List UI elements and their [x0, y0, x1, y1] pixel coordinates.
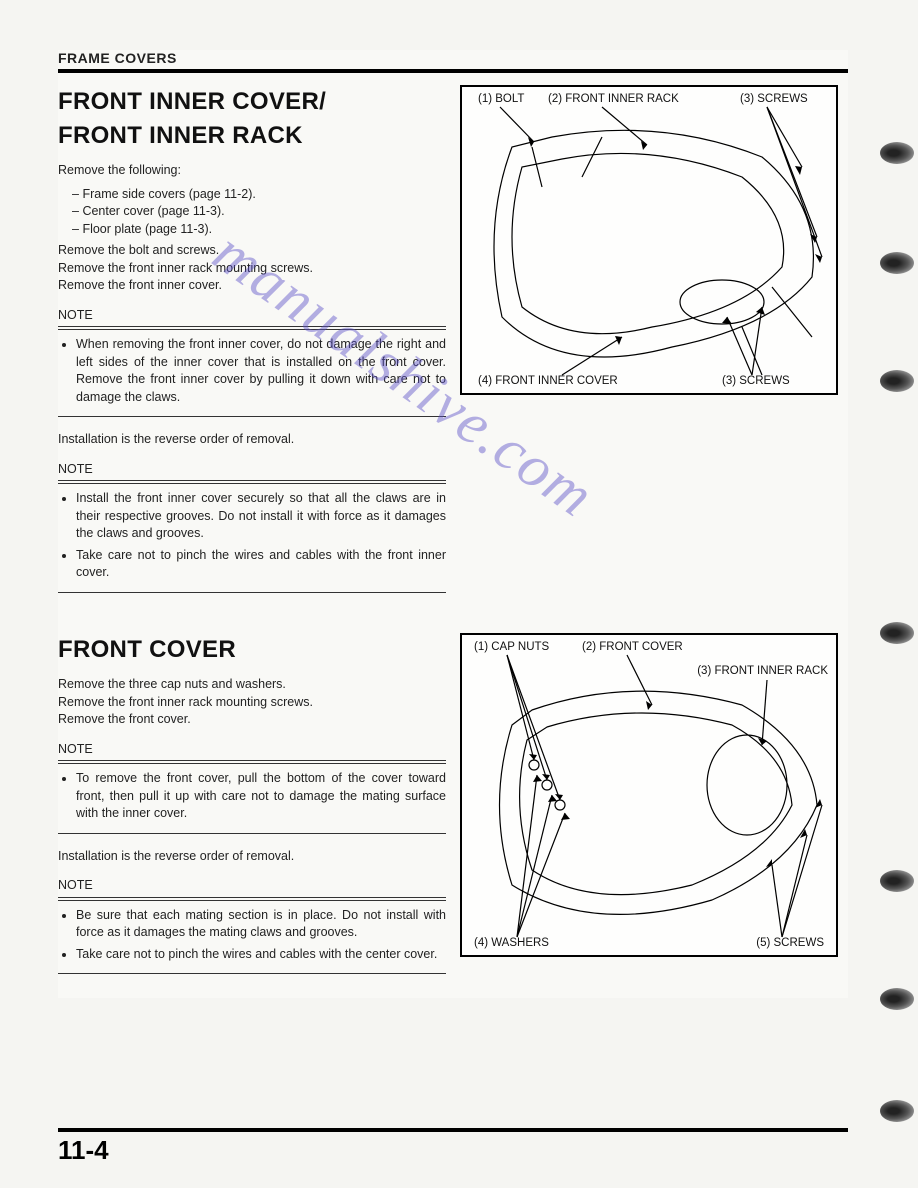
section1-title: FRONT INNER COVER/ FRONT INNER RACK — [58, 85, 446, 152]
figure-2: (1) CAP NUTS (2) FRONT COVER (3) FRONT I… — [460, 633, 838, 957]
section2-install: Installation is the reverse order of rem… — [58, 848, 446, 866]
figure2-diagram — [462, 635, 836, 955]
note-box: Install the front inner cover securely s… — [58, 483, 446, 593]
binder-hole-icon — [880, 1100, 914, 1122]
binder-hole-icon — [880, 252, 914, 274]
list-item: Floor plate (page 11-3). — [72, 221, 446, 239]
section2-para3: Remove the front cover. — [58, 711, 446, 729]
note-box: Be sure that each mating section is in p… — [58, 900, 446, 975]
note-item: Take care not to pinch the wires and cab… — [76, 946, 446, 964]
section-front-cover: FRONT COVER Remove the three cap nuts an… — [58, 633, 848, 975]
note-label: NOTE — [58, 877, 446, 898]
note-box: To remove the front cover, pull the bott… — [58, 763, 446, 834]
binder-hole-icon — [880, 622, 914, 644]
list-item: Center cover (page 11-3). — [72, 203, 446, 221]
note-item: When removing the front inner cover, do … — [76, 336, 446, 406]
binder-hole-icon — [880, 142, 914, 164]
binder-hole-icon — [880, 988, 914, 1010]
note-box: When removing the front inner cover, do … — [58, 329, 446, 417]
note-item: Install the front inner cover securely s… — [76, 490, 446, 543]
note-item: Take care not to pinch the wires and cab… — [76, 547, 446, 582]
list-item: Frame side covers (page 11-2). — [72, 186, 446, 204]
section2-para1: Remove the three cap nuts and washers. — [58, 676, 446, 694]
section1-para2: Remove the front inner rack mounting scr… — [58, 260, 446, 278]
note-label: NOTE — [58, 741, 446, 762]
note-label: NOTE — [58, 307, 446, 328]
manual-page: FRAME COVERS FRONT INNER COVER/ FRONT IN… — [58, 50, 848, 998]
figure1-diagram — [462, 87, 836, 393]
section1-para3: Remove the front inner cover. — [58, 277, 446, 295]
note-label: NOTE — [58, 461, 446, 482]
section1-remove-list: Frame side covers (page 11-2). Center co… — [58, 186, 446, 239]
footer-rule — [58, 1128, 848, 1132]
section1-text: FRONT INNER COVER/ FRONT INNER RACK Remo… — [58, 85, 446, 593]
page-number: 11-4 — [58, 1135, 109, 1166]
section1-para1: Remove the bolt and screws. — [58, 242, 446, 260]
section2-title: FRONT COVER — [58, 633, 446, 667]
header-rule — [58, 69, 848, 73]
figure-1: (1) BOLT (2) FRONT INNER RACK (3) SCREWS… — [460, 85, 838, 395]
section1-intro: Remove the following: — [58, 162, 446, 180]
section1-install: Installation is the reverse order of rem… — [58, 431, 446, 449]
section-front-inner-cover: FRONT INNER COVER/ FRONT INNER RACK Remo… — [58, 85, 848, 593]
note-item: To remove the front cover, pull the bott… — [76, 770, 446, 823]
binder-hole-icon — [880, 870, 914, 892]
chapter-header: FRAME COVERS — [58, 50, 848, 69]
section2-text: FRONT COVER Remove the three cap nuts an… — [58, 633, 446, 975]
binder-hole-icon — [880, 370, 914, 392]
note-item: Be sure that each mating section is in p… — [76, 907, 446, 942]
section2-para2: Remove the front inner rack mounting scr… — [58, 694, 446, 712]
